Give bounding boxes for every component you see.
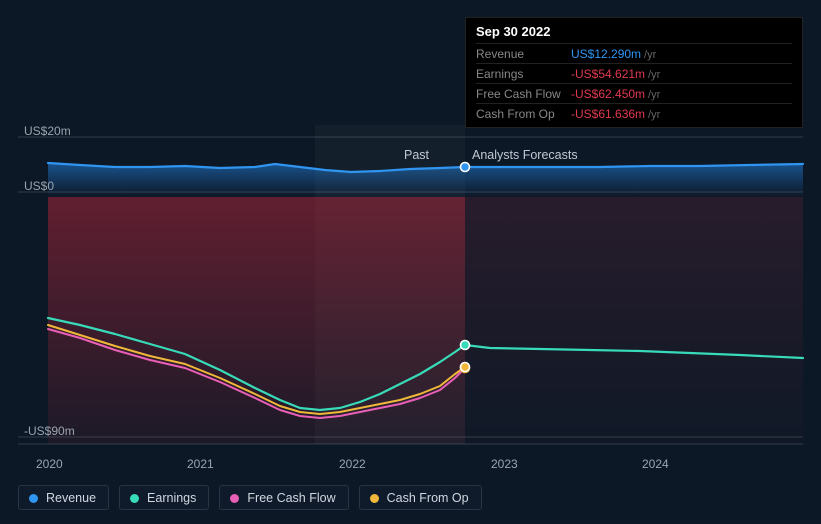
tooltip-row-label: Cash From Op xyxy=(476,107,571,121)
data-tooltip: Sep 30 2022 RevenueUS$12.290m/yrEarnings… xyxy=(465,17,803,128)
x-tick-label: 2022 xyxy=(339,457,366,471)
tooltip-row: Cash From Op-US$61.636m/yr xyxy=(476,103,792,123)
forecast-label: Analysts Forecasts xyxy=(472,148,578,162)
x-tick-label: 2023 xyxy=(491,457,518,471)
tooltip-row: Free Cash Flow-US$62.450m/yr xyxy=(476,83,792,103)
x-tick-label: 2024 xyxy=(642,457,669,471)
legend-label: Cash From Op xyxy=(387,491,469,505)
legend-swatch xyxy=(370,494,379,503)
legend-item-cfo[interactable]: Cash From Op xyxy=(359,485,482,510)
tooltip-row-suffix: /yr xyxy=(644,49,656,61)
legend: Revenue Earnings Free Cash Flow Cash From O… xyxy=(18,485,482,510)
tooltip-row-value: -US$54.621m xyxy=(571,67,645,81)
tooltip-row-value: -US$61.636m xyxy=(571,107,645,121)
legend-label: Free Cash Flow xyxy=(247,491,335,505)
y-tick-label: US$0 xyxy=(24,179,54,193)
tooltip-row-label: Revenue xyxy=(476,47,571,61)
financial-chart: US$20m US$0 -US$90m 2020 2021 2022 2023 2024 P… xyxy=(0,0,821,524)
x-tick-label: 2021 xyxy=(187,457,214,471)
tooltip-row-suffix: /yr xyxy=(648,109,660,121)
legend-item-fcf[interactable]: Free Cash Flow xyxy=(219,485,348,510)
tooltip-row-label: Earnings xyxy=(476,67,571,81)
x-tick-label: 2020 xyxy=(36,457,63,471)
legend-swatch xyxy=(130,494,139,503)
legend-swatch xyxy=(230,494,239,503)
legend-label: Earnings xyxy=(147,491,196,505)
tooltip-row-value: US$12.290m xyxy=(571,47,641,61)
legend-label: Revenue xyxy=(46,491,96,505)
tooltip-row: RevenueUS$12.290m/yr xyxy=(476,43,792,63)
legend-item-revenue[interactable]: Revenue xyxy=(18,485,109,510)
tooltip-row-suffix: /yr xyxy=(648,69,660,81)
tooltip-row-value: -US$62.450m xyxy=(571,87,645,101)
tooltip-row-suffix: /yr xyxy=(648,89,660,101)
y-tick-label: US$20m xyxy=(24,124,71,138)
legend-item-earnings[interactable]: Earnings xyxy=(119,485,209,510)
tooltip-row-label: Free Cash Flow xyxy=(476,87,571,101)
tooltip-row: Earnings-US$54.621m/yr xyxy=(476,63,792,83)
past-label: Past xyxy=(404,148,429,162)
tooltip-title: Sep 30 2022 xyxy=(476,24,792,39)
y-tick-label: -US$90m xyxy=(24,424,75,438)
legend-swatch xyxy=(29,494,38,503)
